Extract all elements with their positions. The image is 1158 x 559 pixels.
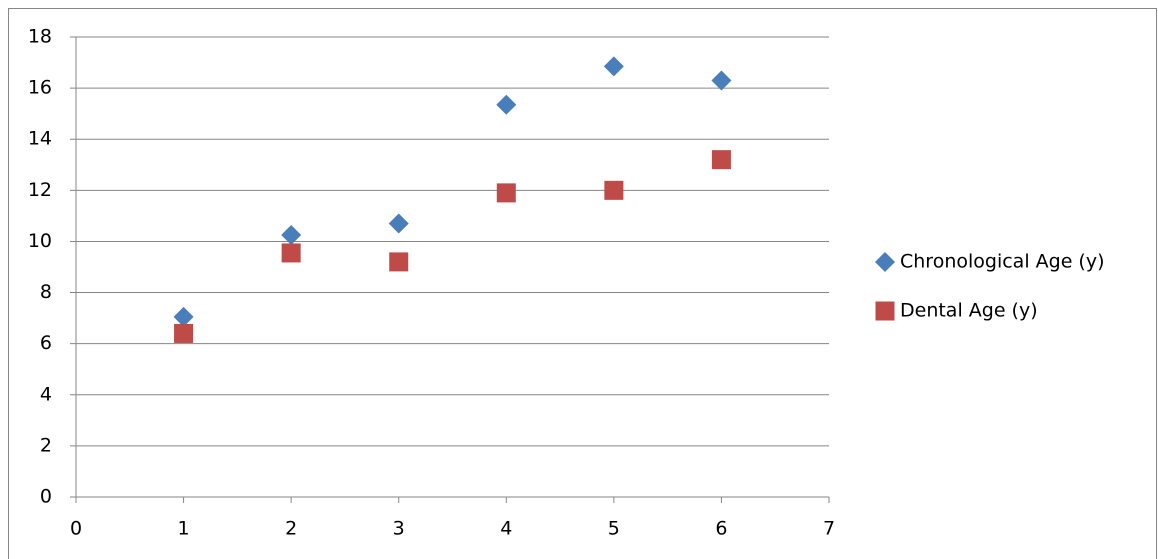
y-tick-label: 14 [28,128,52,150]
y-tick-label: 16 [28,77,52,99]
data-point [281,225,302,246]
x-tick-label: 3 [393,518,405,540]
data-point [496,183,516,203]
data-point [389,252,409,272]
data-point [711,70,732,91]
legend-marker [875,301,895,321]
data-point [603,56,624,77]
x-tick-label: 7 [823,518,835,540]
data-point [281,243,301,263]
y-tick-label: 6 [40,332,52,354]
y-tick-label: 18 [28,26,52,48]
data-point [173,306,194,327]
data-point [388,213,409,234]
data-point [711,150,731,170]
data-point [604,180,624,200]
x-tick-label: 1 [178,518,190,540]
legend-label: Chronological Age (y) [900,251,1105,273]
y-tick-label: 4 [40,383,52,405]
chart-frame [8,8,1157,559]
y-tick-label: 0 [40,486,52,508]
x-tick-label: 0 [70,518,82,540]
y-tick-label: 8 [40,281,52,303]
y-tick-label: 10 [28,230,52,252]
legend-marker [875,252,895,272]
data-point [496,94,517,115]
y-tick-label: 2 [40,434,52,456]
x-tick-label: 4 [500,518,512,540]
x-tick-label: 2 [285,518,297,540]
x-tick-label: 5 [608,518,620,540]
data-point [174,323,194,343]
x-tick-label: 6 [715,518,727,540]
y-tick-label: 12 [28,179,52,201]
legend-label: Dental Age (y) [900,300,1038,322]
